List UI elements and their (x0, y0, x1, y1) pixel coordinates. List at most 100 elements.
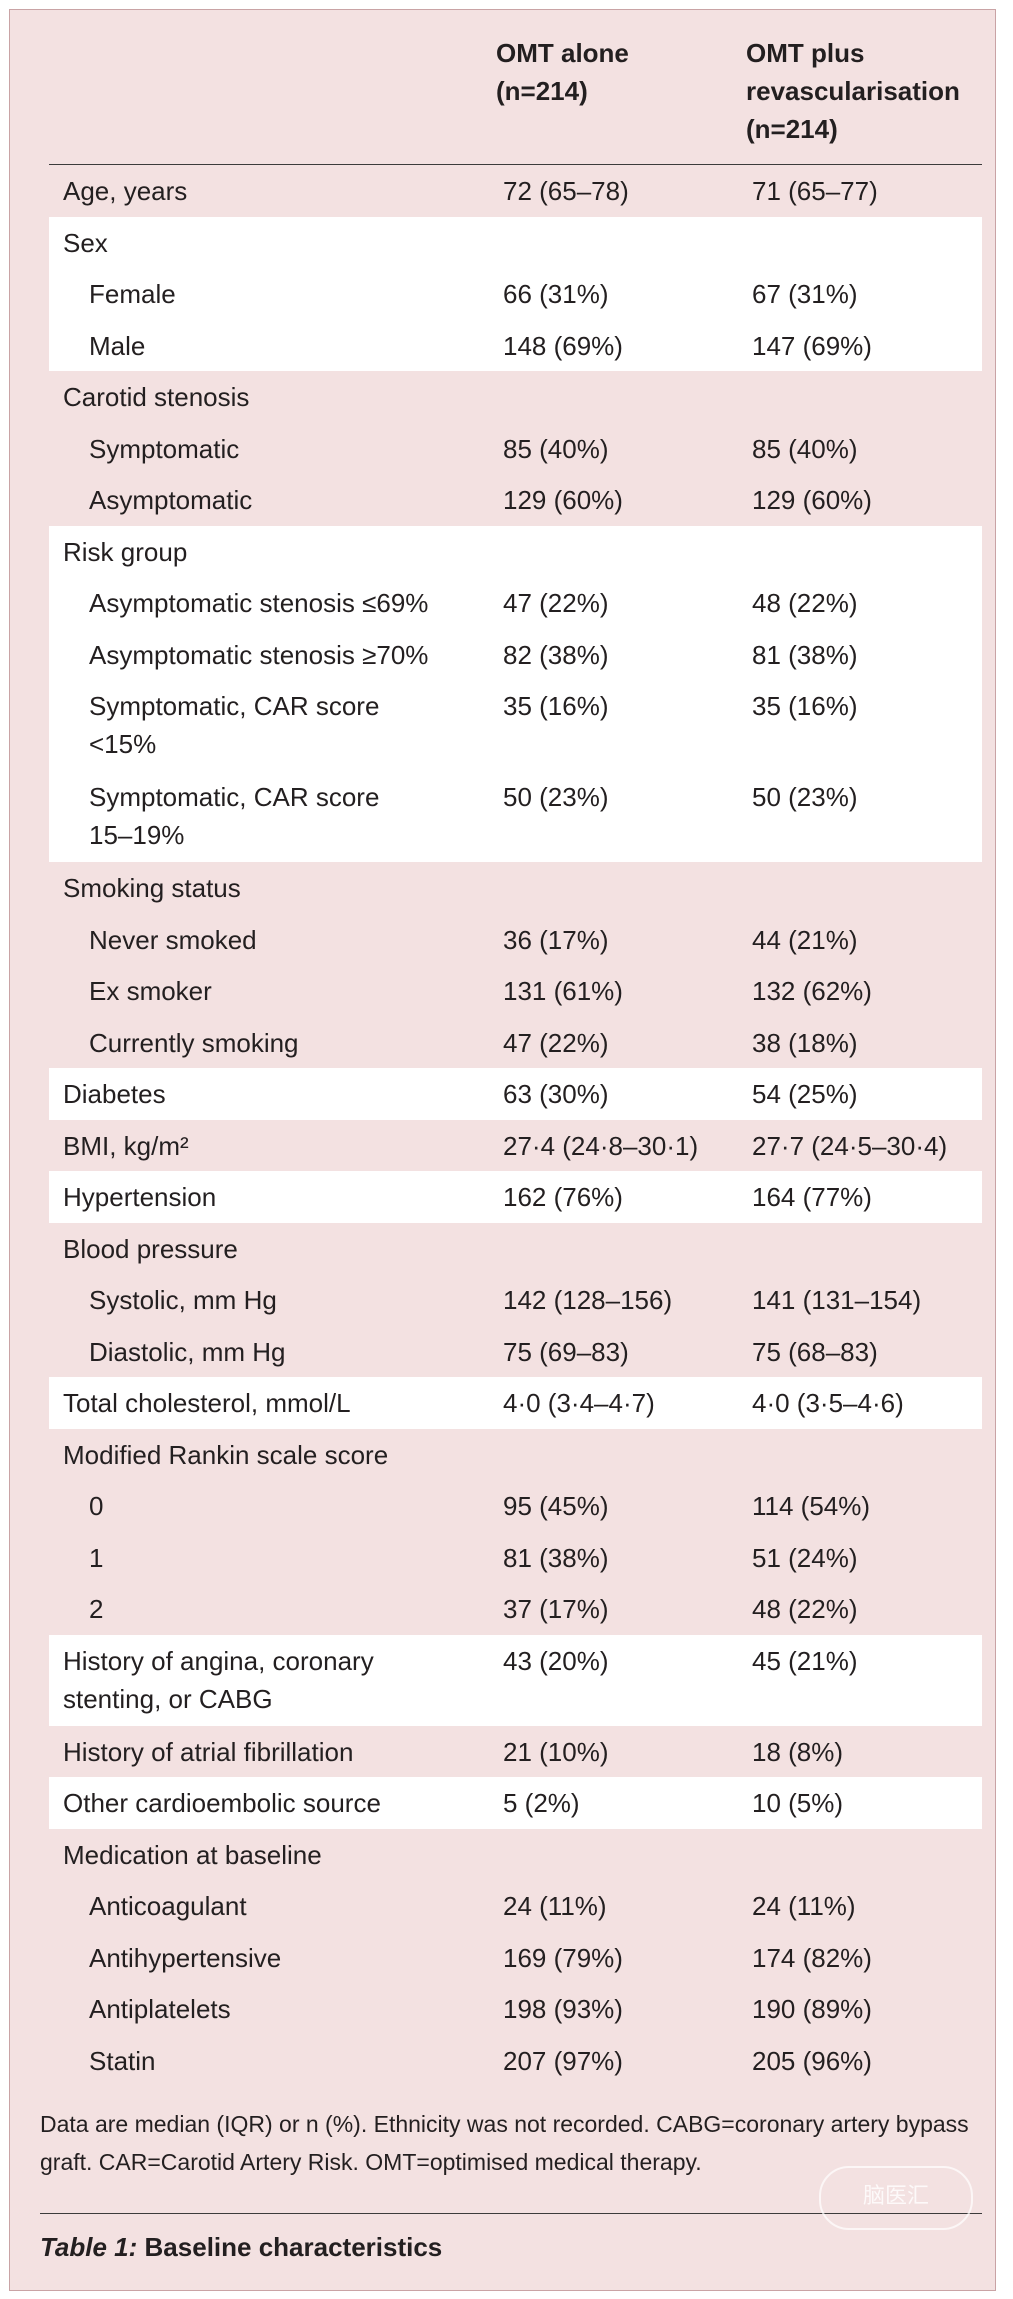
cell-omt-plus-revasc: 4·0 (3·5–4·6) (752, 1388, 904, 1418)
row-label: History of atrial fibrillation (63, 1736, 354, 1767)
table-row: BMI, kg/m² 27·4 (24·8–30·1) 27·7 (24·5–30·… (49, 1120, 982, 1172)
row-label: Other cardioembolic source (63, 1788, 381, 1818)
row-label: History of angina, coronary stenting, or… (63, 1645, 374, 1714)
cell-omt-alone: 63 (30%) (503, 1079, 609, 1109)
cell-omt-plus-revasc: 85 (40%) (752, 433, 858, 464)
watermark-logo: 脑医汇 (819, 2166, 973, 2230)
row-label: Smoking status (63, 873, 241, 903)
caption-title: Baseline characteristics (144, 2232, 443, 2262)
table-row: Total cholesterol, mmol/L 4·0 (3·4–4·7) 4·… (49, 1377, 982, 1429)
table-row: Antihypertensive 169 (79%) 174 (82%) (49, 1932, 982, 1984)
row-label: Medication at baseline (63, 1839, 322, 1870)
table-row: History of atrial fibrillation 21 (10%) 18… (49, 1726, 982, 1778)
cell-omt-alone: 169 (79%) (503, 1942, 623, 1973)
table-header: OMT alone (n=214) OMT plus revascularisa… (49, 10, 982, 165)
row-label: Diabetes (63, 1079, 166, 1109)
row-label: Asymptomatic (89, 485, 253, 515)
table-row: Smoking status (49, 862, 982, 914)
table-row: 1 81 (38%) 51 (24%) (49, 1532, 982, 1584)
table-row: Risk group (49, 525, 982, 577)
table-caption: Table 1: Baseline characteristics (40, 2228, 442, 2266)
table-row: Medication at baseline (49, 1829, 982, 1881)
table-row: Never smoked 36 (17%) 44 (21%) (49, 914, 982, 966)
table-row: 0 95 (45%) 114 (54%) (49, 1480, 982, 1532)
header-omt-plus-revasc: OMT plus revascularisation (n=214) (746, 34, 976, 148)
cell-omt-plus-revasc: 147 (69%) (752, 330, 872, 361)
row-label: Anticoagulant (89, 1891, 247, 1921)
cell-omt-plus-revasc: 48 (22%) (752, 1594, 858, 1624)
cell-omt-plus-revasc: 45 (21%) (752, 1645, 858, 1676)
table-row: Antiplatelets 198 (93%) 190 (89%) (49, 1983, 982, 2035)
row-label: Diastolic, mm Hg (89, 1336, 286, 1367)
cell-omt-alone: 95 (45%) (503, 1491, 609, 1521)
cell-omt-alone: 27·4 (24·8–30·1) (503, 1130, 699, 1161)
header-omt-plus-line3: (n=214) (746, 114, 838, 144)
header-omt-alone-line1: OMT alone (496, 38, 629, 68)
cell-omt-alone: 24 (11%) (503, 1891, 607, 1921)
row-label: Statin (89, 2045, 156, 2076)
cell-omt-plus-revasc: 71 (65–77) (752, 176, 878, 206)
table-row: Asymptomatic 129 (60%) 129 (60%) (49, 474, 982, 526)
cell-omt-plus-revasc: 54 (25%) (752, 1079, 858, 1109)
table-row: Ex smoker 131 (61%) 132 (62%) (49, 965, 982, 1017)
table-page: OMT alone (n=214) OMT plus revascularisa… (9, 9, 996, 2291)
table-row: 2 37 (17%) 48 (22%) (49, 1583, 982, 1635)
cell-omt-alone: 37 (17%) (503, 1594, 609, 1624)
row-label: Modified Rankin scale score (63, 1439, 389, 1470)
cell-omt-alone: 4·0 (3·4–4·7) (503, 1388, 655, 1418)
cell-omt-alone: 5 (2%) (503, 1788, 580, 1818)
caption-number: Table 1: (40, 2232, 138, 2262)
row-label: Currently smoking (89, 1027, 299, 1058)
row-label: Female (89, 279, 176, 309)
row-label: Antiplatelets (89, 1994, 231, 2024)
cell-omt-plus-revasc: 18 (8%) (752, 1736, 844, 1767)
table-row: Modified Rankin scale score (49, 1429, 982, 1481)
row-label: Sex (63, 227, 108, 258)
table-footnote: Data are median (IQR) or n (%). Ethnicit… (40, 2111, 969, 2175)
table-row: Female 66 (31%) 67 (31%) (49, 268, 982, 320)
cell-omt-alone: 21 (10%) (503, 1736, 609, 1767)
row-label: Antihypertensive (89, 1942, 282, 1973)
table-row: Age, years 72 (65–78) 71 (65–77) (49, 165, 982, 217)
cell-omt-alone: 72 (65–78) (503, 176, 629, 206)
cell-omt-alone: 81 (38%) (503, 1542, 609, 1573)
cell-omt-alone: 162 (76%) (503, 1182, 623, 1212)
cell-omt-alone: 36 (17%) (503, 924, 609, 955)
cell-omt-plus-revasc: 24 (11%) (752, 1891, 856, 1921)
cell-omt-plus-revasc: 38 (18%) (752, 1027, 858, 1058)
caption-divider (40, 2213, 982, 2214)
row-label: Asymptomatic stenosis ≥70% (89, 639, 429, 670)
cell-omt-plus-revasc: 174 (82%) (752, 1942, 872, 1973)
row-label: Male (89, 330, 146, 361)
cell-omt-plus-revasc: 164 (77%) (752, 1182, 872, 1212)
cell-omt-alone: 198 (93%) (503, 1994, 623, 2024)
row-label: Asymptomatic stenosis ≤69% (89, 588, 429, 618)
cell-omt-alone: 131 (61%) (503, 976, 623, 1006)
table-row: Other cardioembolic source 5 (2%) 10 (5%) (49, 1777, 982, 1829)
table-row: Carotid stenosis (49, 371, 982, 423)
baseline-table: OMT alone (n=214) OMT plus revascularisa… (49, 10, 982, 2086)
cell-omt-plus-revasc: 141 (131–154) (752, 1285, 922, 1315)
row-label: Symptomatic, CAR score 15–19% (89, 782, 380, 850)
table-row: Diastolic, mm Hg 75 (69–83) 75 (68–83) (49, 1326, 982, 1378)
row-label: Blood pressure (63, 1233, 238, 1264)
cell-omt-alone: 50 (23%) (503, 782, 609, 812)
table-row: Sex (49, 216, 982, 268)
cell-omt-plus-revasc: 51 (24%) (752, 1542, 858, 1573)
table-row: History of angina, coronary stenting, or… (49, 1634, 982, 1726)
cell-omt-alone: 35 (16%) (503, 691, 609, 721)
row-label: Never smoked (89, 924, 257, 955)
row-label: Symptomatic, CAR score <15% (89, 691, 380, 759)
table-row: Statin 207 (97%) 205 (96%) (49, 2035, 982, 2087)
cell-omt-plus-revasc: 190 (89%) (752, 1994, 872, 2024)
table-row: Hypertension 162 (76%) 164 (77%) (49, 1171, 982, 1223)
header-omt-alone-line2: (n=214) (496, 76, 588, 106)
table-row: Asymptomatic stenosis ≤69% 47 (22%) 48 (22… (49, 577, 982, 629)
cell-omt-alone: 75 (69–83) (503, 1336, 629, 1367)
table-row: Blood pressure (49, 1223, 982, 1275)
cell-omt-plus-revasc: 205 (96%) (752, 2045, 872, 2076)
cell-omt-alone: 43 (20%) (503, 1645, 609, 1676)
cell-omt-plus-revasc: 44 (21%) (752, 924, 858, 955)
row-label: BMI, kg/m² (63, 1130, 189, 1161)
table-row: Diabetes 63 (30%) 54 (25%) (49, 1068, 982, 1120)
